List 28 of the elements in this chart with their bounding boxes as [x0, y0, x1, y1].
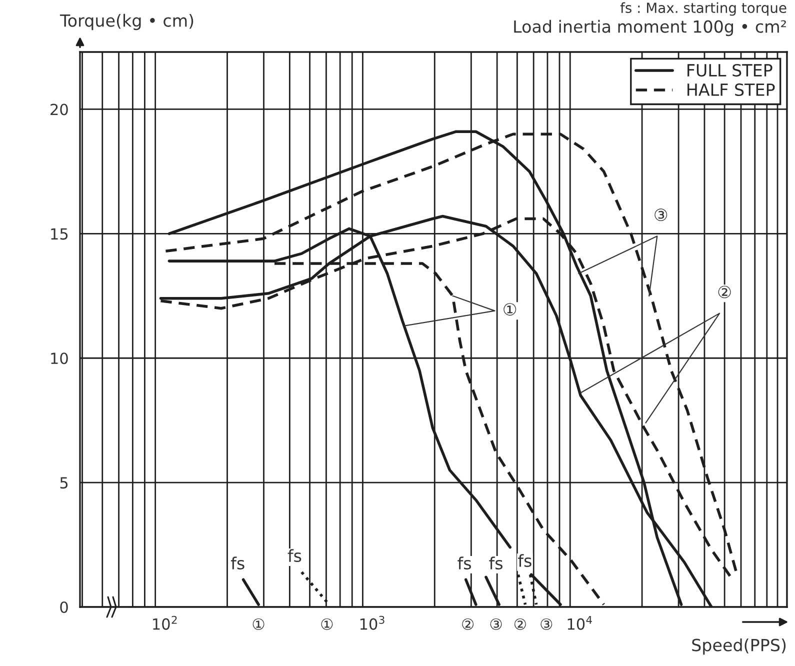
annotation: fs [458, 556, 471, 570]
y-tick-label: 0 [60, 601, 68, 614]
x-axis-title: Speed(PPS) [692, 638, 786, 655]
x-tick-label: ② [462, 618, 474, 630]
annotation: fs [230, 556, 244, 570]
x-tick-label: 10$^{3}$ [360, 616, 384, 630]
legend-label: FULL STEP [688, 64, 772, 77]
legend-label: HALF STEP [688, 83, 775, 96]
x-tick-label: ① [252, 618, 264, 630]
x-tick-label: ① [321, 618, 333, 630]
x-tick-label: 10$^{4}$ [568, 616, 592, 630]
chart-subtitle: Load inertia moment 100g • cm² [514, 20, 786, 36]
annotation: ② [718, 286, 731, 298]
y-tick-label: 20 [50, 104, 68, 116]
y-tick-label: 15 [51, 228, 68, 240]
chart-title: fs : Max. starting torque [620, 2, 786, 16]
y-axis-title: Torque(kg • cm) [60, 14, 194, 30]
annotation: ③ [654, 208, 668, 222]
x-tick-label: ② [514, 618, 526, 630]
annotation: fs [518, 554, 532, 568]
x-tick-label: 10$^{2}$ [153, 616, 177, 630]
y-tick-label: 10 [51, 352, 68, 364]
y-tick-label: 5 [60, 477, 68, 489]
x-tick-label: ③ [490, 618, 502, 630]
annotation: ① [504, 303, 516, 316]
x-tick-label: ③ [540, 618, 552, 630]
annotation: fs [288, 549, 302, 562]
annotation: fs [489, 556, 502, 570]
